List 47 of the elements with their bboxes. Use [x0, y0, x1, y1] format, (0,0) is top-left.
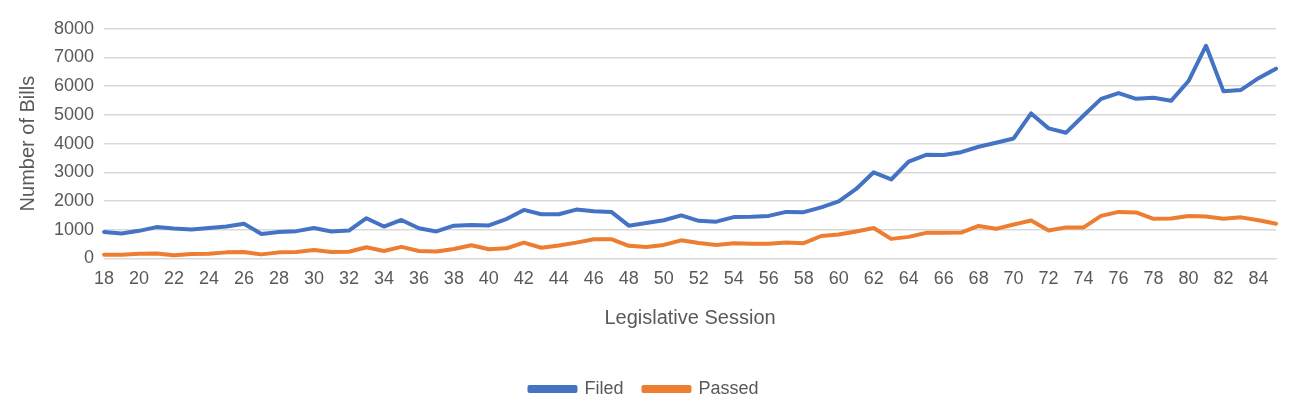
y-tick-label: 8000 [54, 17, 95, 38]
x-tick-label: 48 [618, 268, 639, 289]
x-tick-label: 54 [723, 268, 744, 289]
x-tick-label: 60 [828, 268, 849, 289]
x-tick-label: 34 [373, 268, 394, 289]
x-tick-label: 20 [129, 268, 150, 289]
x-tick-label: 82 [1213, 268, 1234, 289]
x-tick-label: 70 [1003, 268, 1024, 289]
x-tick-label: 52 [688, 268, 709, 289]
x-tick-label: 64 [898, 268, 919, 289]
y-tick-label: 3000 [54, 161, 95, 182]
x-tick-label: 56 [758, 268, 779, 289]
y-tick-label: 5000 [54, 103, 95, 124]
x-tick-label: 22 [163, 268, 185, 289]
y-axis-title: Number of Bills [15, 75, 38, 212]
x-tick-label: 28 [268, 268, 289, 289]
x-tick-label: 62 [863, 268, 884, 289]
x-tick-label: 18 [94, 268, 115, 289]
x-tick-label: 58 [793, 268, 814, 289]
x-tick-label: 78 [1143, 268, 1164, 289]
x-tick-label: 40 [478, 268, 499, 289]
y-tick-label: 1000 [54, 218, 95, 239]
x-tick-label: 80 [1178, 268, 1199, 289]
x-tick-label: 24 [198, 268, 220, 289]
x-tick-label: 50 [653, 268, 674, 289]
x-tick-label: 66 [933, 268, 954, 289]
x-tick-label: 42 [513, 268, 534, 289]
x-tick-label: 26 [233, 268, 254, 289]
x-tick-label: 32 [338, 268, 359, 289]
legend-label: Filed [584, 377, 624, 398]
x-tick-label: 36 [408, 268, 429, 289]
x-axis-title: Legislative Session [604, 305, 776, 328]
x-tick-label: 72 [1038, 268, 1059, 289]
legend-label: Passed [698, 377, 759, 398]
x-tick-label: 46 [583, 268, 604, 289]
x-tick-label: 38 [443, 268, 464, 289]
y-tick-label: 6000 [54, 75, 95, 96]
y-tick-label: 0 [84, 247, 95, 268]
x-tick-label: 76 [1108, 268, 1129, 289]
x-tick-label: 30 [303, 268, 324, 289]
x-tick-label: 84 [1248, 268, 1269, 289]
x-tick-label: 68 [968, 268, 989, 289]
x-tick-label: 44 [548, 268, 569, 289]
x-tick-label: 74 [1073, 268, 1094, 289]
y-tick-label: 4000 [54, 132, 95, 153]
y-tick-label: 2000 [54, 189, 95, 210]
y-tick-label: 7000 [54, 46, 95, 67]
